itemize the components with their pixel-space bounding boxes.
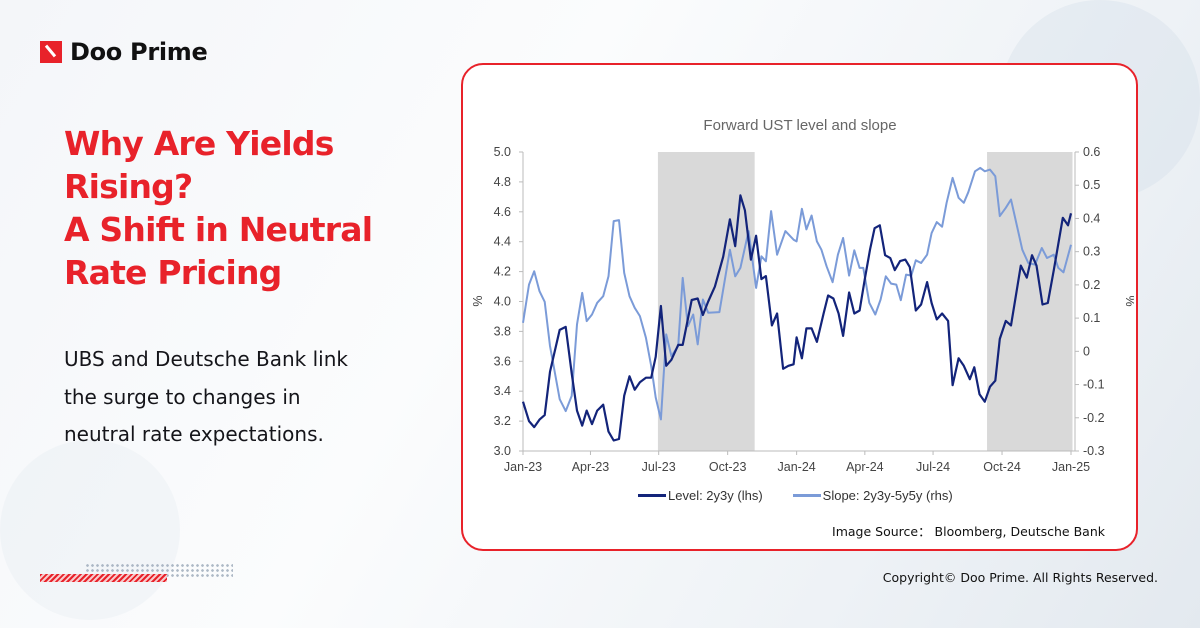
title-line: Rising? [64, 167, 193, 206]
y-tick-label-left: 4.6 [494, 205, 511, 219]
legend-label: Slope: 2y3y-5y5y (rhs) [822, 488, 953, 503]
x-tick-label: Apr-23 [572, 460, 610, 474]
y-tick-label-right: -0.1 [1083, 378, 1105, 392]
y-tick-label-right: 0.4 [1083, 211, 1100, 225]
legend-swatch-slope [792, 494, 821, 497]
logo-icon [40, 41, 62, 63]
y-tick-label-right: 0 [1083, 344, 1090, 358]
y-tick-label-right: 0.1 [1083, 311, 1100, 325]
chart: Forward UST level and slope 5.0 4.8 4.6 4.4… [471, 117, 1134, 474]
y-tick-label-right: 0.2 [1083, 278, 1100, 292]
x-tick-label: Apr-24 [846, 460, 884, 474]
y-tick-label-left: 3.4 [494, 384, 511, 398]
x-tick-label: Jul-24 [916, 460, 950, 474]
y-tick-label-left: 3.2 [494, 414, 511, 428]
y-tick-label-left: 4.8 [494, 175, 511, 189]
x-tick-label: Jul-23 [642, 460, 676, 474]
x-tick-label: Jan-24 [778, 460, 816, 474]
brand-logo: Doo Prime [40, 38, 208, 66]
y-tick-label-left: 5.0 [494, 145, 511, 159]
y-tick-label-left: 3.0 [494, 444, 511, 458]
x-tick-label: Jan-23 [504, 460, 542, 474]
chart-legend: Level: 2y3y (lhs) Slope: 2y3y-5y5y (rhs) [638, 488, 953, 503]
y-tick-label-right: 0.5 [1083, 178, 1100, 192]
image-source: Image Source： Bloomberg, Deutsche Bank [832, 524, 1105, 539]
y-axis-right-label: % [1123, 295, 1134, 306]
y-tick-label-right: -0.2 [1083, 411, 1105, 425]
copyright-notice: Copyright© Doo Prime. All Rights Reserve… [882, 570, 1158, 585]
title-line: Rate Pricing [64, 253, 282, 292]
legend-item-level: Level: 2y3y (lhs) [638, 488, 763, 503]
title-line: Why Are Yields [64, 124, 334, 163]
legend-label: Level: 2y3y (lhs) [668, 488, 763, 503]
y-tick-label-right: -0.3 [1083, 444, 1105, 458]
x-tick-label: Jan-25 [1052, 460, 1090, 474]
series-line-slope [522, 166, 1072, 421]
summary-line: neutral rate expectations. [64, 422, 324, 446]
x-tick-label: Oct-24 [983, 460, 1021, 474]
y-axis-left-label: % [471, 295, 485, 306]
summary-line: UBS and Deutsche Bank link [64, 347, 348, 371]
summary-line: the surge to changes in [64, 384, 301, 409]
y-tick-label-left: 4.2 [494, 265, 511, 279]
page-title: Why Are Yields Rising? A Shift in Neutra… [64, 122, 373, 294]
y-tick-label-left: 3.8 [494, 324, 511, 338]
brand-name: Doo Prime [70, 38, 208, 66]
stripe-decoration [40, 574, 167, 582]
summary-text: UBS and Deutsche Bank link the surge to … [64, 341, 424, 454]
y-tick-label-right: 0.6 [1083, 145, 1100, 159]
shaded-period [657, 152, 755, 451]
legend-item-slope: Slope: 2y3y-5y5y (rhs) [792, 488, 953, 503]
title-line: A Shift in Neutral [64, 210, 373, 249]
y-tick-label-right: 0.3 [1083, 245, 1100, 259]
x-tick-label: Oct-23 [709, 460, 747, 474]
y-tick-label-left: 3.6 [494, 354, 511, 368]
y-tick-label-left: 4.0 [494, 295, 511, 309]
series-line-level [521, 194, 1073, 442]
legend-swatch-level [638, 494, 666, 497]
y-tick-label-left: 4.4 [494, 235, 511, 249]
background-decoration [0, 440, 180, 620]
chart-title: Forward UST level and slope [703, 117, 896, 134]
shaded-period [987, 152, 1073, 451]
